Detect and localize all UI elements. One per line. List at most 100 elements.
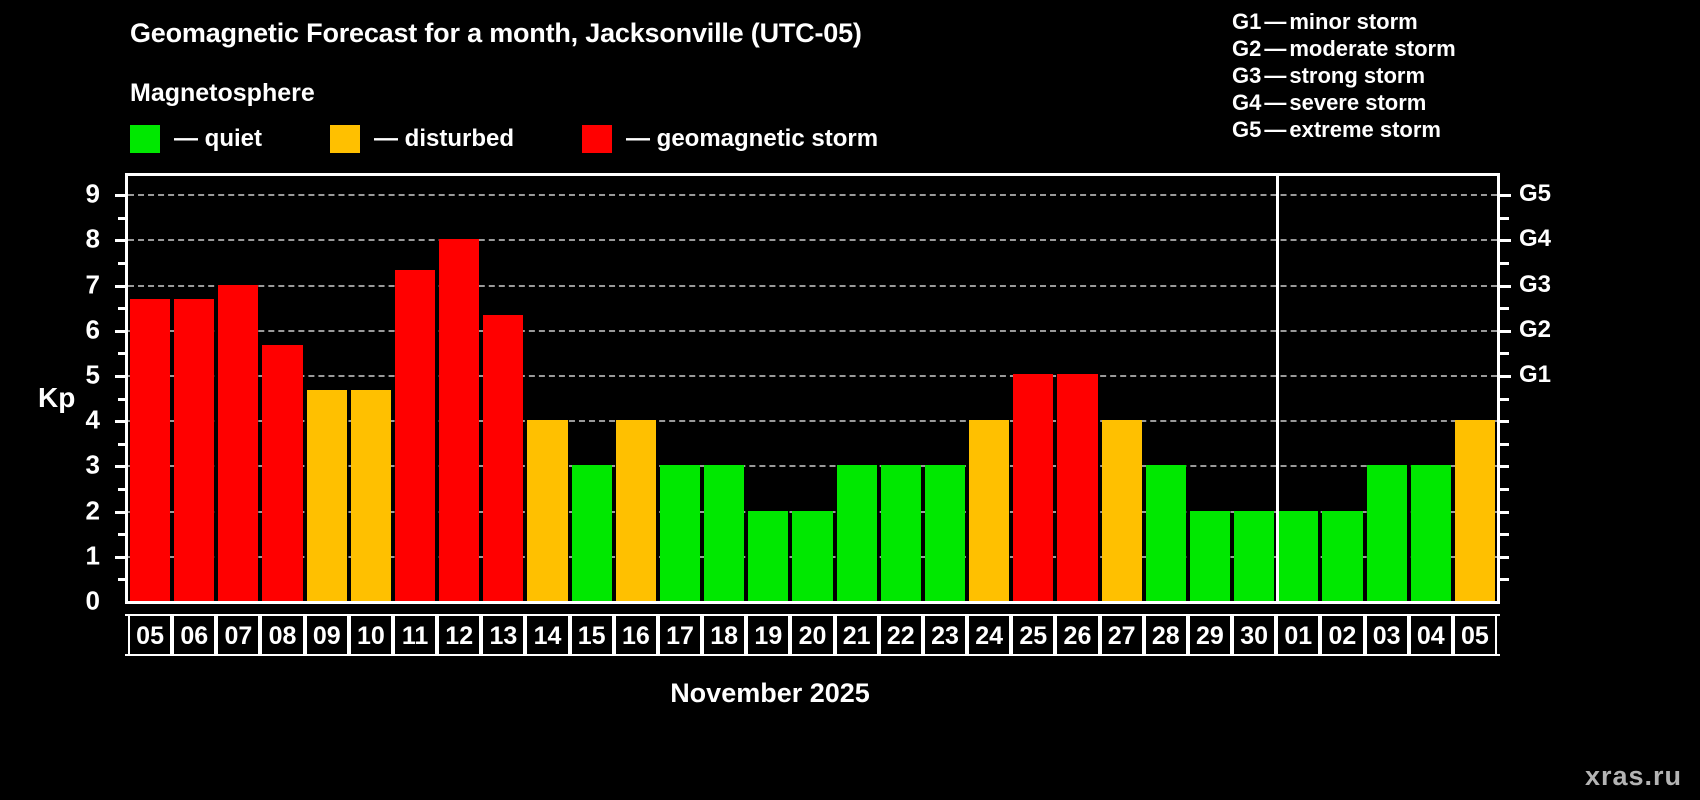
x-axis-date-cell[interactable]: 02: [1320, 616, 1365, 656]
x-axis-date-cell[interactable]: 07: [216, 616, 261, 656]
chart-bar[interactable]: [1057, 373, 1098, 601]
x-axis-date-cell[interactable]: 05: [128, 616, 173, 656]
chart-bar[interactable]: [1322, 510, 1363, 601]
x-axis-date-cell[interactable]: 01: [1276, 616, 1321, 656]
g-axis-tick-label: G2: [1519, 315, 1552, 343]
y-axis-minor-tick: [118, 307, 126, 311]
x-axis-date-cell[interactable]: 04: [1408, 616, 1453, 656]
chart-bar[interactable]: [836, 465, 877, 601]
y-axis-tick-label: 1: [85, 540, 100, 571]
chart-bar[interactable]: [571, 465, 612, 601]
y-axis-title: Kp: [38, 382, 76, 413]
chart-bar[interactable]: [483, 314, 524, 601]
gscale-code: G3: [1232, 63, 1262, 88]
y-axis-minor-tick: [118, 261, 126, 265]
g-axis-tick-label: G1: [1519, 360, 1552, 388]
chart-bar[interactable]: [1234, 510, 1275, 601]
bars-layer: [128, 176, 1497, 601]
gscale-description: strong storm: [1289, 63, 1426, 88]
chart-bar[interactable]: [262, 344, 303, 601]
y-axis-tick-label: 9: [85, 178, 100, 209]
x-axis-date-cell[interactable]: 17: [657, 616, 703, 656]
x-axis-date-cell[interactable]: 24: [967, 616, 1012, 656]
chart-bar[interactable]: [130, 299, 171, 601]
x-axis-date-cell[interactable]: 10: [348, 616, 393, 656]
chart-bar[interactable]: [748, 510, 789, 601]
x-axis-date-cell[interactable]: 14: [525, 616, 570, 656]
x-axis-date-cell[interactable]: 29: [1187, 616, 1233, 656]
y-axis-tick-mark: [115, 329, 126, 333]
gscale-legend: G1— minor storm G2— moderate storm G3— strong…: [1232, 8, 1562, 143]
x-axis-date-cell[interactable]: 28: [1143, 616, 1188, 656]
chart-bar[interactable]: [1145, 465, 1186, 601]
y-axis-tick-mark: [115, 374, 126, 378]
x-axis-date-cell[interactable]: 09: [304, 616, 349, 656]
chart-bar[interactable]: [306, 389, 347, 601]
x-axis-date-cell[interactable]: 15: [569, 616, 614, 656]
chart-bar[interactable]: [174, 299, 215, 601]
chart-bar[interactable]: [394, 269, 436, 601]
g-axis-minor-tick: [1500, 465, 1509, 469]
chart-bar[interactable]: [1101, 420, 1142, 601]
gscale-dash: —: [1264, 36, 1287, 61]
x-axis-date-cell[interactable]: 27: [1099, 616, 1144, 656]
x-axis-date-cell[interactable]: 03: [1364, 616, 1409, 656]
x-axis-date-cell[interactable]: 12: [437, 616, 482, 656]
chart-bar[interactable]: [615, 420, 656, 601]
gridline: [128, 284, 1497, 287]
chart-bar[interactable]: [527, 420, 568, 601]
watermark: xras.ru: [1584, 761, 1682, 791]
y-axis-tick-label: 3: [85, 449, 100, 480]
chart-bar[interactable]: [350, 389, 391, 601]
chart-bar[interactable]: [218, 284, 259, 601]
gscale-legend-row: G4— severe storm: [1232, 89, 1562, 116]
chart-bar[interactable]: [1454, 420, 1495, 601]
y-axis-minor-tick: [118, 442, 126, 446]
x-axis-date-cell[interactable]: 19: [746, 616, 791, 656]
x-axis-date-cell[interactable]: 08: [260, 616, 305, 656]
chart-bar[interactable]: [1410, 465, 1451, 601]
g-axis-minor-tick: [1500, 533, 1509, 537]
chart-bar[interactable]: [924, 465, 966, 601]
gscale-code: G4: [1232, 90, 1262, 115]
x-axis-date-cell[interactable]: 16: [613, 616, 658, 656]
x-axis-date-cell[interactable]: 06: [172, 616, 217, 656]
x-axis-title: November 2025: [670, 678, 870, 708]
x-axis-date-cell[interactable]: 18: [702, 616, 747, 656]
y-axis-tick-label: 4: [85, 404, 100, 435]
chart-bar[interactable]: [1278, 510, 1319, 601]
x-axis-date-cell[interactable]: 21: [834, 616, 879, 656]
x-axis-date-cell[interactable]: 30: [1232, 616, 1277, 656]
red-square-icon: [582, 125, 612, 153]
legend-entry: — disturbed: [330, 123, 514, 155]
chart-bar[interactable]: [704, 465, 745, 601]
g-axis-minor-tick: [1500, 216, 1509, 220]
gscale-dash: —: [1264, 117, 1287, 142]
legend-entry: — geomagnetic storm: [582, 123, 878, 155]
x-axis-date-cell[interactable]: 26: [1055, 616, 1100, 656]
page-title: Geomagnetic Forecast for a month, Jackso…: [130, 18, 862, 48]
x-axis-date-cell[interactable]: 25: [1011, 616, 1056, 656]
chart-bar[interactable]: [880, 465, 921, 601]
x-axis-date-cell[interactable]: 13: [481, 616, 526, 656]
chart-bar[interactable]: [969, 420, 1010, 601]
chart-bar[interactable]: [439, 239, 480, 601]
g-axis-tick-label: G5: [1519, 180, 1552, 208]
x-axis-date-cell[interactable]: 11: [392, 616, 438, 656]
gscale-description: severe storm: [1289, 90, 1427, 115]
x-axis-date-cell[interactable]: 23: [922, 616, 968, 656]
gridline: [128, 374, 1497, 377]
chart-bar[interactable]: [1013, 373, 1054, 601]
x-axis-date-cell[interactable]: 20: [790, 616, 835, 656]
green-square-icon: [130, 125, 160, 153]
gscale-legend-row: G2— moderate storm: [1232, 35, 1562, 62]
x-axis-date-cell[interactable]: 22: [878, 616, 923, 656]
y-axis-minor-tick: [118, 487, 126, 491]
orange-square-icon: [330, 125, 360, 153]
chart-bar[interactable]: [659, 465, 701, 601]
x-axis-date-cell[interactable]: 05: [1452, 616, 1497, 656]
chart-bar[interactable]: [1366, 465, 1407, 601]
chart-bar[interactable]: [792, 510, 833, 601]
g-axis-tick-label: G4: [1519, 225, 1552, 253]
chart-bar[interactable]: [1189, 510, 1231, 601]
